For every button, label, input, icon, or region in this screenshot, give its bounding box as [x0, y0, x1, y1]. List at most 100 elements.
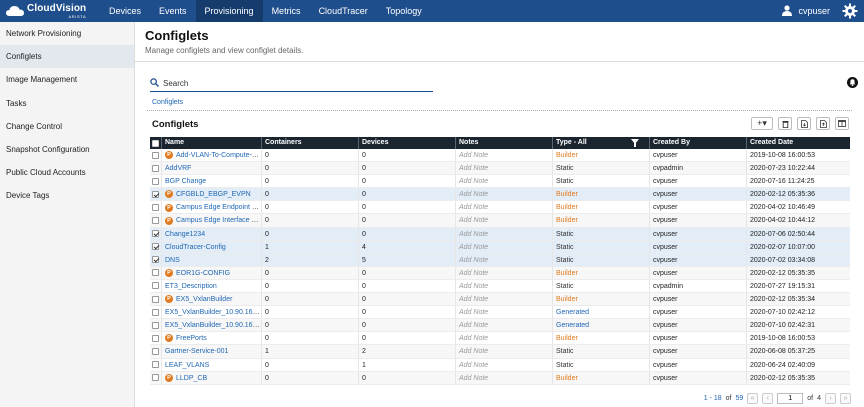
first-page-button[interactable]: « — [747, 393, 759, 404]
col-header-name[interactable]: Name — [162, 137, 262, 149]
configlet-name-cell[interactable]: P EOR1G-CONFIG — [162, 266, 262, 279]
sidebar-item-tasks[interactable]: Tasks — [6, 98, 27, 108]
configlet-name-link[interactable]: CFGBLD_EBGP_EVPN — [176, 191, 251, 199]
col-header-created-by[interactable]: Created By — [650, 137, 747, 149]
sidebar-item-network-provisioning[interactable]: Network Provisioning — [6, 29, 82, 38]
add-note-link[interactable]: Add Note — [456, 253, 553, 266]
row-checkbox[interactable] — [150, 332, 162, 345]
add-note-link[interactable]: Add Note — [456, 293, 553, 306]
configlet-name-link[interactable]: Gartner-Service-001 — [165, 348, 229, 356]
search-input[interactable] — [163, 79, 423, 88]
user-menu[interactable]: cvpuser — [782, 0, 830, 22]
nav-events[interactable]: Events — [159, 6, 187, 16]
row-checkbox[interactable] — [150, 162, 162, 175]
prev-page-button[interactable]: ‹ — [762, 393, 774, 404]
configlet-name-cell[interactable]: Change1234 — [162, 227, 262, 240]
notification-icon[interactable] — [847, 77, 858, 88]
configlet-name-cell[interactable]: P Add-VLAN-To-Compute-T... — [162, 149, 262, 162]
row-checkbox[interactable] — [150, 188, 162, 201]
configlet-name-cell[interactable]: P FreePorts — [162, 332, 262, 345]
row-checkbox[interactable] — [150, 149, 162, 162]
table-row[interactable]: EX5_VxlanBuilder_10.90.165... 0 0 Add Note G… — [150, 319, 850, 333]
table-row[interactable]: P Campus Edge Interface P... 0 0 Add Note Bui… — [150, 214, 850, 228]
add-note-link[interactable]: Add Note — [456, 358, 553, 371]
add-note-link[interactable]: Add Note — [456, 345, 553, 358]
table-row[interactable]: P Add-VLAN-To-Compute-T... 0 0 Add Note Build… — [150, 149, 850, 163]
add-note-link[interactable]: Add Note — [456, 162, 553, 175]
configlet-name-cell[interactable]: P Campus Edge Interface P... — [162, 214, 262, 227]
row-checkbox[interactable] — [150, 240, 162, 253]
sidebar-item-snapshot-configuration[interactable]: Snapshot Configuration — [6, 144, 90, 154]
columns-button[interactable] — [835, 117, 849, 130]
table-row[interactable]: P CFGBLD_EBGP_EVPN 0 0 Add Note Builder cvpuse… — [150, 188, 850, 202]
configlet-name-link[interactable]: ET3_Description — [165, 282, 217, 290]
col-header-created-date[interactable]: Created Date — [750, 139, 794, 146]
add-note-link[interactable]: Add Note — [456, 240, 553, 253]
configlet-name-cell[interactable]: ET3_Description — [162, 279, 262, 293]
row-checkbox[interactable] — [150, 358, 162, 371]
configlet-name-cell[interactable]: EX5_VxlanBuilder_10.90.165... — [162, 319, 262, 332]
configlet-name-cell[interactable]: LEAF_VLANS — [162, 358, 262, 371]
row-checkbox[interactable] — [150, 266, 162, 279]
configlet-name-link[interactable]: EOR1G-CONFIG — [176, 269, 231, 277]
nav-metrics[interactable]: Metrics — [271, 6, 301, 16]
next-page-button[interactable]: › — [825, 393, 836, 404]
row-checkbox[interactable] — [150, 371, 162, 384]
configlet-name-cell[interactable]: P Campus Edge Endpoint D... — [162, 201, 262, 214]
table-row[interactable]: AddVRF 0 0 Add Note Static cvpadmin 2020-07-23… — [150, 162, 850, 176]
table-row[interactable]: LEAF_VLANS 0 1 Add Note Static cvpuser 2020-06… — [150, 358, 850, 372]
add-note-link[interactable]: Add Note — [456, 227, 553, 240]
configlet-name-cell[interactable]: DNS — [162, 253, 262, 266]
import-button[interactable] — [797, 117, 811, 130]
configlet-name-cell[interactable]: AddVRF — [162, 162, 262, 175]
configlet-name-link[interactable]: BGP Change — [165, 178, 207, 186]
add-note-link[interactable]: Add Note — [456, 371, 553, 384]
table-row[interactable]: P EX5_VxlanBuilder 0 0 Add Note Builder cvpuse… — [150, 293, 850, 307]
row-checkbox[interactable] — [150, 293, 162, 306]
add-note-link[interactable]: Add Note — [456, 279, 553, 293]
configlet-name-link[interactable]: Campus Edge Interface P... — [176, 217, 262, 225]
add-note-link[interactable]: Add Note — [456, 188, 553, 201]
nav-cloudtracer[interactable]: CloudTracer — [318, 6, 368, 16]
configlet-name-cell[interactable]: P CFGBLD_EBGP_EVPN — [162, 188, 262, 201]
table-row[interactable]: Gartner-Service-001 1 2 Add Note Static cvpus… — [150, 345, 850, 359]
row-checkbox[interactable] — [150, 306, 162, 319]
add-note-link[interactable]: Add Note — [456, 332, 553, 345]
table-row[interactable]: EX5_VxlanBuilder_10.90.165... 0 0 Add Note G… — [150, 306, 850, 320]
add-note-link[interactable]: Add Note — [456, 266, 553, 279]
table-row[interactable]: P EOR1G-CONFIG 0 0 Add Note Builder cvpuser 202… — [150, 266, 850, 280]
col-header-containers[interactable]: Containers — [262, 137, 359, 149]
sidebar-item-configlets[interactable]: Configlets — [0, 45, 134, 69]
configlet-name-link[interactable]: LLDP_CB — [176, 374, 208, 382]
row-checkbox[interactable] — [150, 175, 162, 188]
row-checkbox[interactable] — [150, 214, 162, 227]
page-number-input[interactable] — [777, 393, 804, 404]
last-page-button[interactable]: » — [840, 393, 851, 404]
add-note-link[interactable]: Add Note — [456, 214, 553, 227]
delete-button[interactable] — [778, 117, 792, 130]
table-row[interactable]: CloudTracer-Config 1 4 Add Note Static cvpuse… — [150, 240, 850, 254]
configlet-name-cell[interactable]: P EX5_VxlanBuilder — [162, 293, 262, 306]
filter-icon[interactable] — [631, 139, 639, 147]
table-row[interactable]: ET3_Description 0 0 Add Note Static cvpadmin 2… — [150, 279, 850, 294]
configlet-name-cell[interactable]: CloudTracer-Config — [162, 240, 262, 253]
row-checkbox[interactable] — [150, 201, 162, 214]
configlet-name-cell[interactable]: Gartner-Service-001 — [162, 345, 262, 358]
table-row[interactable]: Change1234 0 0 Add Note Static cvpuser 2020-07… — [150, 227, 850, 241]
table-row[interactable]: P LLDP_CB 0 0 Add Note Builder cvpuser 2020-02-… — [150, 371, 850, 385]
configlet-name-link[interactable]: LEAF_VLANS — [165, 361, 210, 369]
add-note-link[interactable]: Add Note — [456, 149, 553, 162]
configlet-name-link[interactable]: EX5_VxlanBuilder_10.90.165... — [165, 309, 262, 317]
table-row[interactable]: BGP Change 0 0 Add Note Static cvpuser 2020-07… — [150, 175, 850, 189]
configlet-name-link[interactable]: FreePorts — [176, 335, 207, 343]
col-header-notes[interactable]: Notes — [456, 137, 553, 149]
cloudvision-logo[interactable]: CloudVision ARISTA — [0, 0, 100, 22]
add-note-link[interactable]: Add Note — [456, 319, 553, 332]
row-checkbox[interactable] — [150, 253, 162, 266]
configlet-name-link[interactable]: Add-VLAN-To-Compute-T... — [176, 152, 262, 159]
row-checkbox[interactable] — [150, 319, 162, 332]
select-all-checkbox[interactable] — [150, 137, 162, 149]
add-note-link[interactable]: Add Note — [456, 306, 553, 319]
col-header-type[interactable]: Type - All — [553, 137, 650, 149]
add-note-link[interactable]: Add Note — [456, 201, 553, 214]
